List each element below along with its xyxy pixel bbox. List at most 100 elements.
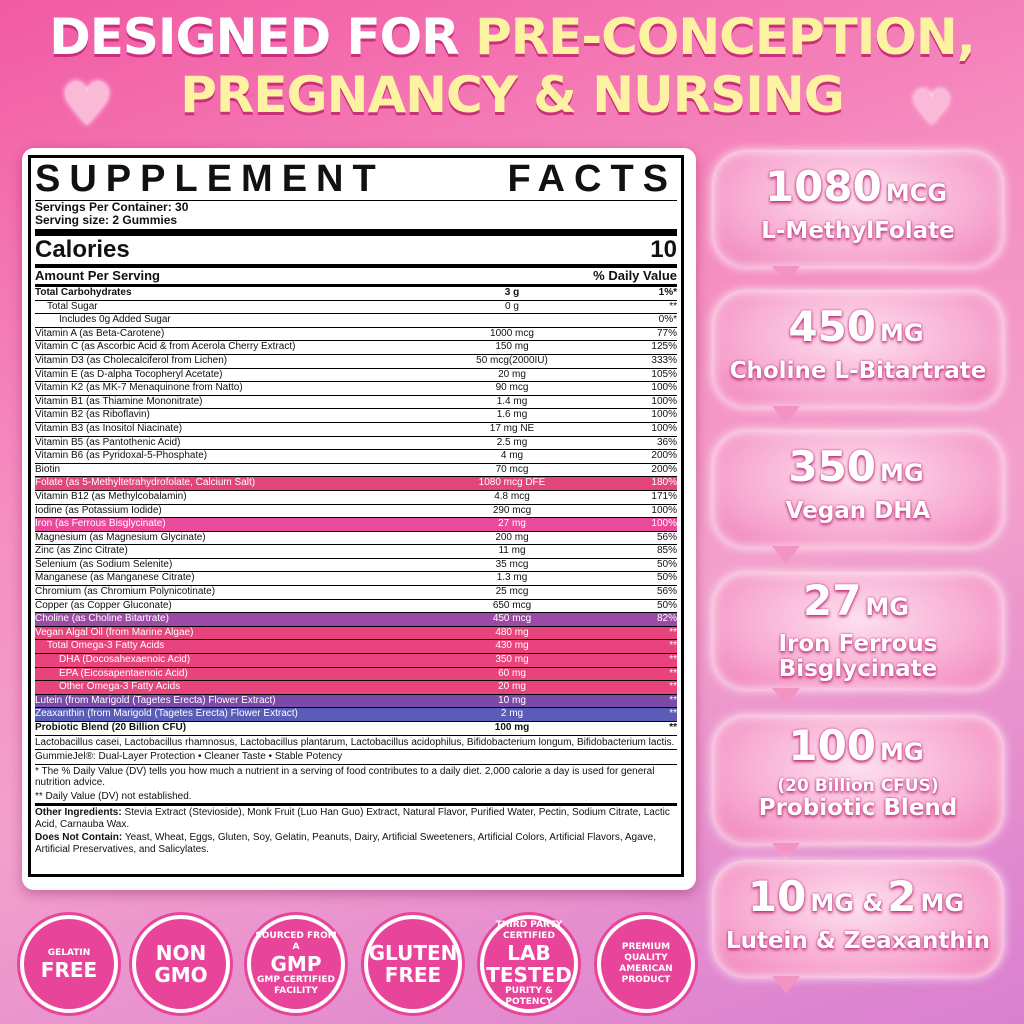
nutrient-name: Vegan Algal Oil (from Marine Algae)	[35, 626, 194, 638]
badge-text: GLUTEN	[368, 941, 458, 965]
nutrient-name: Magnesium (as Magnesium Glycinate)	[35, 531, 206, 543]
nutrient-amount: 290 mcg	[492, 504, 532, 516]
nutrient-name: Copper (as Copper Gluconate)	[35, 599, 172, 611]
nutrient-row: EPA (Eicosapentaenoic Acid) 60 mg **	[35, 667, 677, 682]
nutrient-row: Vitamin A (as Beta-Carotene) 1000 mcg 77%	[35, 328, 677, 342]
unit: MCG	[885, 179, 948, 207]
nutrient-dv: 56%	[656, 531, 677, 543]
nutrient-dv: 1%*	[658, 287, 677, 298]
unit: MG	[880, 738, 924, 766]
badge-text: THIRD PARTY CERTIFIED	[495, 920, 563, 941]
nutrient-rows: Total Carbohydrates 3 g 1%* Total Sugar 0 g *…	[35, 287, 677, 736]
nutrient-dv: 100%	[651, 518, 677, 530]
nutrient-name: Zeaxanthin (from Marigold (Tagetes Erect…	[35, 708, 298, 720]
unit: MG	[865, 593, 910, 621]
nutrient-amount: 4 mg	[500, 450, 524, 462]
unit: MG &	[810, 889, 884, 917]
calories-value: 10	[650, 236, 677, 263]
badge-text: FREE	[384, 963, 442, 987]
nutrient-row: Vitamin E (as D-alpha Tocopheryl Acetate…	[35, 369, 677, 383]
nutrient-dv: 100%	[651, 395, 677, 407]
badge-text: PURITY & POTENCY	[505, 986, 553, 1007]
bubble-headline: 350 MG	[712, 442, 1004, 498]
nutrient-name: Vitamin C (as Ascorbic Acid & from Acero…	[35, 341, 296, 353]
nutrient-name: Vitamin B3 (as Inositol Niacinate)	[35, 422, 183, 434]
nutrient-amount: 50 mcg(2000IU)	[476, 354, 548, 366]
footnote: ** Daily Value (DV) not established.	[35, 790, 677, 807]
title-left: SUPPLEMENT	[35, 158, 385, 200]
nutrient-dv: 100%	[651, 422, 677, 434]
nutrient-amount: 1000 mcg	[490, 327, 534, 339]
nutrient-row: Manganese (as Manganese Citrate) 1.3 mg 50…	[35, 572, 677, 587]
nutrient-name: Folate (as 5-Methyltetrahydrofolate, Cal…	[35, 477, 256, 489]
amount: 2	[887, 872, 917, 921]
badge-text: GMP CERTIFIED FACILITY	[257, 975, 335, 996]
benefit-bubble: 10 MG &2 MG Lutein & Zeaxanthin	[712, 860, 1004, 994]
nutrient-dv: **	[669, 708, 677, 720]
bubble-tail	[772, 406, 800, 424]
amount: 450	[788, 302, 877, 351]
nutrient-name: Lutein (from Marigold (Tagetes Erecta) F…	[35, 694, 276, 706]
nutrient-row: Iron (as Ferrous Bisglycinate) 27 mg 100%	[35, 518, 677, 532]
nutrient-amount: 3 g	[504, 287, 520, 298]
nutrient-amount: 2 mg	[500, 708, 524, 720]
other-ingredients: Other Ingredients: Stevia Extract (Stevi…	[35, 806, 677, 831]
nutrient-row: Vitamin C (as Ascorbic Acid & from Acero…	[35, 341, 677, 355]
nutrient-amount: 2.5 mg	[496, 436, 528, 448]
badge: SOURCED FROM A GMP GMP CERTIFIED FACILITY	[247, 915, 345, 1013]
bubble-tail	[772, 688, 800, 706]
nutrient-row: Vitamin B2 (as Riboflavin) 1.6 mg 100%	[35, 409, 677, 423]
nutrient-dv: 0%*	[658, 314, 677, 326]
nutrient-row: Vitamin D3 (as Cholecalciferol from Lich…	[35, 355, 677, 369]
bubble-name: Lutein & Zeaxanthin	[725, 928, 991, 954]
supplement-facts: SUPPLEMENT FACTS Servings Per Container: …	[28, 155, 684, 877]
nutrient-dv: 171%	[651, 490, 677, 502]
nutrient-name: Selenium (as Sodium Selenite)	[35, 558, 173, 570]
nutrient-row: Chromium (as Chromium Polynicotinate) 25 …	[35, 586, 677, 600]
nutrient-name: Vitamin B5 (as Pantothenic Acid)	[35, 436, 181, 448]
bubble-tail	[772, 546, 800, 564]
footnote: * The % Daily Value (DV) tells you how m…	[35, 765, 655, 789]
amount: 10	[747, 872, 807, 921]
bubble-name: Probiotic Blend	[758, 795, 958, 821]
nutrient-row: Vitamin B1 (as Thiamine Mononitrate) 1.4 …	[35, 396, 677, 410]
nutrient-row: Zinc (as Zinc Citrate) 11 mg 85%	[35, 545, 677, 559]
nutrient-amount: 1080 mcg DFE	[478, 477, 546, 489]
nutrient-dv: 105%	[651, 368, 677, 380]
nutrient-dv: **	[669, 694, 677, 706]
nutrient-amount: 430 mg	[495, 640, 529, 652]
nutrient-name: Probiotic Blend (20 Billion CFU)	[35, 722, 187, 733]
amount-header: Amount Per Serving	[35, 268, 160, 283]
nutrient-amount: 100 mg	[494, 722, 530, 733]
badge: PREMIUM QUALITY AMERICAN PRODUCT	[597, 915, 695, 1013]
nutrient-dv: 180%	[651, 477, 677, 489]
nutrient-row: Vegan Algal Oil (from Marine Algae) 480 m…	[35, 626, 677, 641]
badge-text: AMERICAN PRODUCT	[619, 964, 673, 985]
nutrient-dv: 200%	[651, 463, 677, 475]
nutrient-row: Other Omega-3 Fatty Acids 20 mg **	[35, 681, 677, 695]
nutrient-name: Total Carbohydrates	[35, 287, 132, 298]
badge-text: NON	[155, 941, 207, 965]
nutrient-row: Choline (as Choline Bitartrate) 450 mcg 82…	[35, 613, 677, 627]
nutrient-amount: 1.4 mg	[496, 395, 528, 407]
nutrient-dv: 85%	[656, 545, 677, 557]
probiotic-strains: Lactobacillus casei, Lactobacillus rhamn…	[35, 736, 677, 751]
nutrient-amount: 17 mg NE	[489, 422, 535, 434]
nutrient-name: Total Omega-3 Fatty Acids	[47, 640, 165, 652]
nutrient-dv: 125%	[651, 341, 677, 353]
unit: MG	[880, 319, 924, 347]
bubble-tail	[772, 843, 800, 861]
nutrient-dv: 100%	[651, 409, 677, 421]
nutrient-name: Vitamin B1 (as Thiamine Mononitrate)	[35, 395, 203, 407]
bubble-headline: 450 MG	[712, 302, 1004, 358]
nutrient-amount: 150 mg	[495, 341, 529, 353]
does-not-contain: Does Not Contain: Yeast, Wheat, Eggs, Gl…	[35, 831, 677, 856]
badge-text: SOURCED FROM A	[255, 931, 337, 952]
nutrient-name: Vitamin E (as D-alpha Tocopheryl Acetate…	[35, 368, 223, 380]
nutrient-row: Total Carbohydrates 3 g 1%*	[35, 287, 677, 301]
nutrient-dv: 82%	[656, 613, 677, 625]
nutrient-row: Iodine (as Potassium Iodide) 290 mcg 100%	[35, 505, 677, 519]
nutrient-amount: 35 mcg	[495, 558, 529, 570]
headline-line: DESIGNED FOR PRE-CONCEPTION,	[0, 8, 1024, 66]
